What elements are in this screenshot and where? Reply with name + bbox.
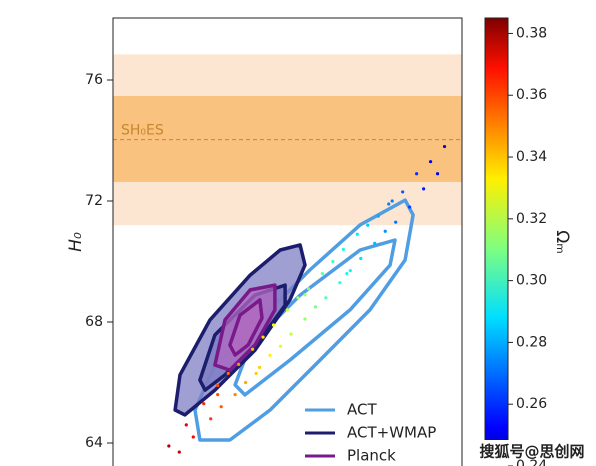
point bbox=[435, 172, 440, 176]
point bbox=[383, 229, 387, 233]
colorbar-tick-label: 0.36 bbox=[516, 87, 547, 103]
legend-label: Planck bbox=[347, 447, 396, 465]
point bbox=[324, 296, 328, 300]
point bbox=[341, 247, 345, 252]
point bbox=[442, 144, 447, 149]
point bbox=[387, 202, 391, 206]
point bbox=[359, 256, 363, 261]
point bbox=[216, 393, 220, 397]
point bbox=[285, 308, 290, 312]
point bbox=[366, 223, 370, 227]
point bbox=[191, 435, 195, 439]
colorbar-tick-label: 0.28 bbox=[516, 334, 547, 350]
point bbox=[167, 444, 171, 448]
point bbox=[219, 405, 223, 409]
point bbox=[244, 380, 248, 385]
point bbox=[303, 317, 307, 321]
plot-frame bbox=[112, 17, 463, 466]
contour bbox=[228, 298, 264, 357]
y-tick-label: 68 bbox=[85, 314, 103, 330]
point bbox=[202, 402, 206, 406]
point bbox=[331, 259, 335, 264]
colorbar-tick-label: 0.30 bbox=[516, 273, 547, 289]
colorbar-tick-label: 0.26 bbox=[516, 396, 547, 412]
legend-label: ACT bbox=[347, 401, 377, 419]
point bbox=[373, 241, 377, 245]
y-axis-label: H₀ bbox=[66, 232, 86, 252]
y-tick-label: 64 bbox=[85, 435, 103, 451]
y-tick-label: 72 bbox=[85, 193, 103, 209]
point bbox=[237, 362, 241, 366]
colorbar-tick-label: 0.38 bbox=[516, 25, 547, 41]
point bbox=[376, 214, 380, 218]
point bbox=[216, 383, 220, 388]
watermark-box bbox=[468, 440, 596, 466]
point bbox=[345, 272, 349, 276]
point bbox=[289, 332, 293, 336]
point bbox=[394, 220, 398, 224]
colorbar-tick-label: 0.32 bbox=[516, 211, 547, 227]
point bbox=[348, 268, 352, 273]
point bbox=[226, 371, 230, 376]
legend-label: ACT+WMAP bbox=[347, 424, 436, 442]
point bbox=[254, 371, 258, 376]
point bbox=[422, 187, 426, 191]
point bbox=[390, 199, 394, 203]
point bbox=[209, 417, 213, 421]
point bbox=[278, 344, 283, 348]
point bbox=[415, 172, 419, 176]
plot-area bbox=[113, 54, 462, 454]
point bbox=[408, 205, 412, 209]
reference-label: SH₀ES bbox=[121, 123, 164, 139]
point bbox=[338, 281, 342, 285]
point bbox=[313, 305, 318, 309]
point bbox=[261, 335, 265, 339]
y-tick-label: 76 bbox=[85, 72, 103, 88]
point bbox=[233, 393, 237, 397]
watermark: 搜狐号@思创网 bbox=[479, 443, 584, 461]
point bbox=[296, 296, 300, 300]
point bbox=[184, 423, 188, 427]
point bbox=[268, 353, 272, 357]
colorbar-label: Ωₘ bbox=[552, 230, 572, 254]
band bbox=[113, 96, 462, 182]
colorbar-tick-label: 0.24 bbox=[516, 458, 547, 466]
colorbar bbox=[484, 17, 509, 466]
point bbox=[428, 160, 433, 164]
point bbox=[257, 365, 262, 369]
point bbox=[251, 347, 255, 351]
point bbox=[303, 293, 307, 297]
point bbox=[401, 190, 405, 194]
colorbar-tick-label: 0.34 bbox=[516, 149, 547, 165]
point bbox=[271, 323, 276, 327]
point bbox=[320, 272, 324, 276]
point bbox=[306, 287, 311, 291]
point bbox=[355, 232, 359, 236]
point bbox=[177, 450, 181, 454]
